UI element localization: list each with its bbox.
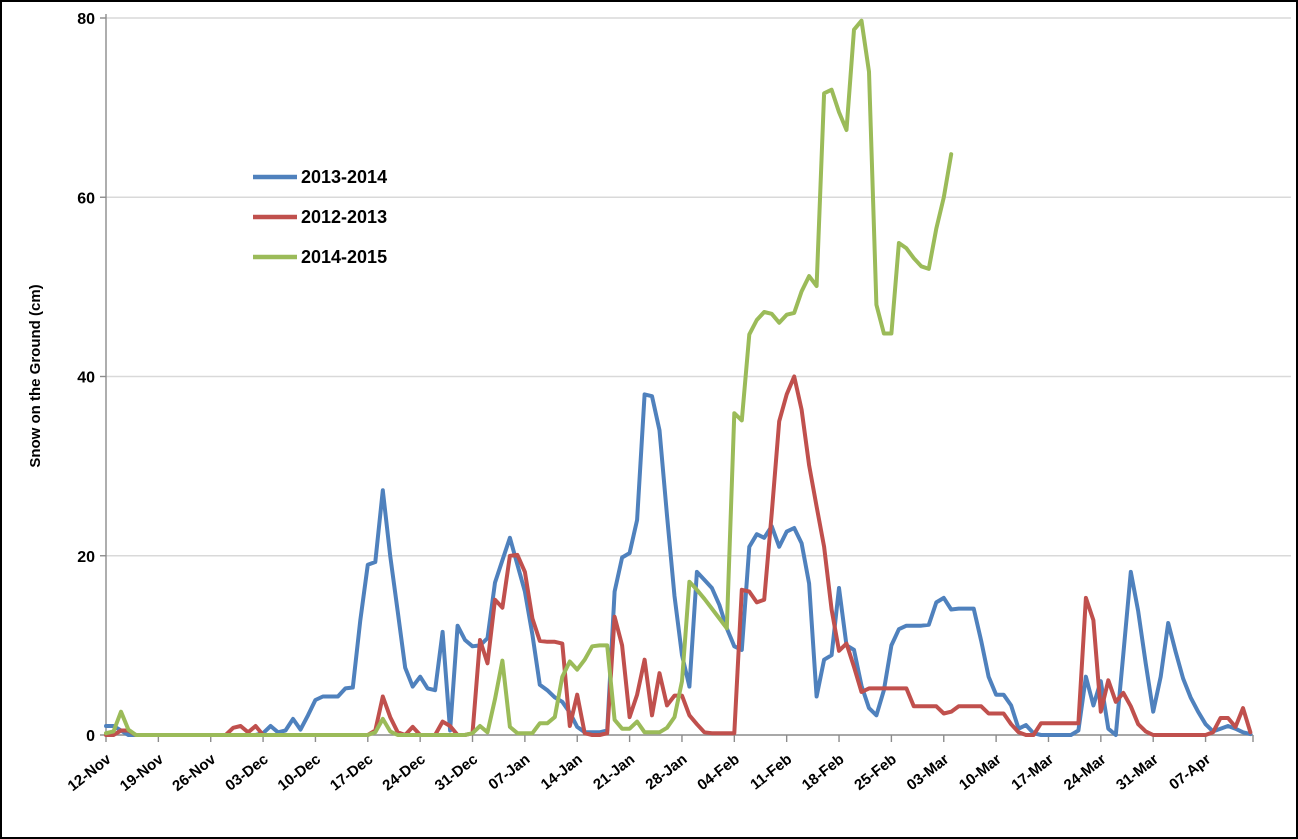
x-axis-tick-label: 03-Mar xyxy=(904,751,953,794)
x-axis-tick-label: 04-Feb xyxy=(694,751,743,794)
x-axis-tick-label: 07-Apr xyxy=(1166,751,1214,794)
x-axis-tick-label: 18-Feb xyxy=(799,751,848,794)
x-axis-tick-label: 24-Mar xyxy=(1061,751,1110,794)
y-axis-title: Snow on the Ground (cm) xyxy=(27,284,44,467)
x-axis-tick-label: 31-Mar xyxy=(1113,751,1162,794)
legend: 2013-2014 2012-2013 2014-2015 xyxy=(253,167,387,267)
x-axis-tick-label: 17-Dec xyxy=(327,751,376,795)
legend-label: 2014-2015 xyxy=(301,247,387,267)
series-line-2013-2014 xyxy=(104,392,1253,737)
legend-label: 2012-2013 xyxy=(301,207,387,227)
x-axis-tick-label: 07-Jan xyxy=(485,751,533,794)
x-axis-tick-label: 17-Mar xyxy=(1008,751,1057,794)
x-axis-tick-label: 10-Mar xyxy=(956,751,1005,794)
series-layer xyxy=(104,18,1253,737)
x-axis-tick-label: 26-Nov xyxy=(169,750,219,795)
x-axis-tick-label: 25-Feb xyxy=(851,751,900,794)
x-axis-tick-label: 03-Dec xyxy=(222,751,271,795)
legend-item: 2014-2015 xyxy=(253,247,387,267)
legend-item: 2013-2014 xyxy=(253,167,387,187)
x-axis-tick-label: 19-Nov xyxy=(117,750,167,795)
legend-label: 2013-2014 xyxy=(301,167,387,187)
series-line-2014-2015 xyxy=(104,18,954,737)
y-axis-tick-label: 20 xyxy=(77,549,95,566)
x-axis-tick-label: 11-Feb xyxy=(747,751,795,794)
x-axis-tick-label: 12-Nov xyxy=(65,750,115,795)
y-axis-tick-label: 60 xyxy=(77,190,95,207)
y-axis-tick-label: 0 xyxy=(86,728,95,745)
y-axis-tick-label: 40 xyxy=(77,370,95,387)
legend-item: 2012-2013 xyxy=(253,207,387,227)
x-axis-tick-label: 24-Dec xyxy=(379,751,428,795)
gridlines-layer xyxy=(106,17,1291,557)
x-axis-tick-label: 28-Jan xyxy=(643,751,691,794)
x-axis-tick-label: 21-Jan xyxy=(590,751,638,794)
x-axis-tick-label: 14-Jan xyxy=(538,751,586,794)
x-axis-tick-label: 10-Dec xyxy=(275,751,324,795)
y-axis-tick-label: 80 xyxy=(77,11,95,28)
x-axis-tick-label: 31-Dec xyxy=(432,751,481,795)
